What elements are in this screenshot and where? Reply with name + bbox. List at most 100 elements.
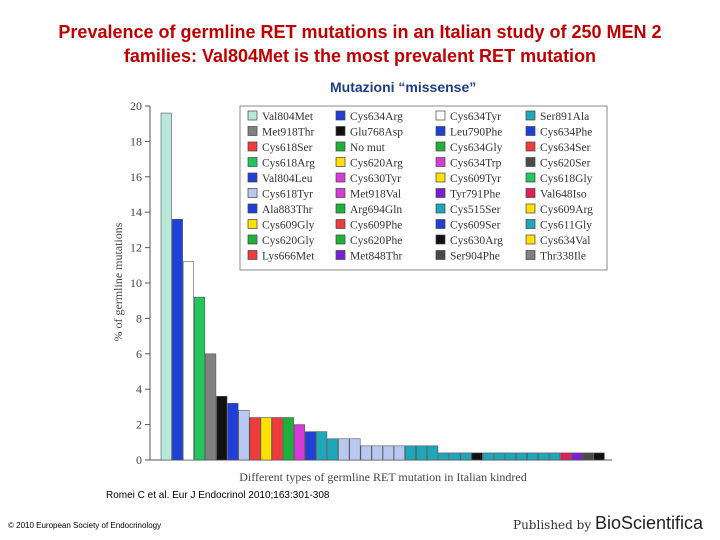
legend-swatch bbox=[335, 234, 346, 245]
legend-label: Met918Thr bbox=[262, 127, 315, 139]
y-axis-label: % of germline mutations bbox=[111, 222, 125, 341]
legend-swatch bbox=[335, 250, 346, 260]
bar-cys620arg bbox=[304, 431, 317, 461]
legend-label: Cys630Arg bbox=[450, 235, 503, 247]
legend-label: Ser891Ala bbox=[540, 111, 589, 123]
legend-swatch bbox=[525, 250, 536, 260]
legend-swatch bbox=[435, 141, 446, 152]
legend-label: Cys634Tyr bbox=[450, 111, 501, 123]
legend-swatch bbox=[247, 110, 258, 121]
legend-swatch bbox=[435, 219, 446, 229]
y-tick-label: 0 bbox=[136, 453, 142, 467]
legend-swatch bbox=[435, 188, 446, 198]
legend-swatch bbox=[525, 126, 536, 136]
bar-cys618ser bbox=[182, 261, 194, 461]
bar-leu790phe bbox=[393, 445, 405, 461]
legend-label: Cys618Ser bbox=[262, 142, 313, 154]
legend-swatch bbox=[335, 188, 346, 198]
bar-cys634ser bbox=[515, 452, 528, 461]
y-tick-label: 14 bbox=[130, 205, 142, 219]
legend-label: Tyr791Phe bbox=[450, 189, 500, 201]
publisher-brand: BioScientifica bbox=[594, 513, 703, 533]
bar-cys634val bbox=[582, 452, 594, 461]
bar-ser904phe bbox=[482, 452, 494, 461]
legend-swatch bbox=[335, 110, 346, 121]
legend-label: Cys515Ser bbox=[450, 204, 501, 216]
legend-swatch bbox=[247, 141, 258, 152]
legend-label: Cys620Ser bbox=[540, 158, 591, 170]
bar-arg694gln bbox=[338, 438, 350, 461]
y-tick-label: 4 bbox=[136, 382, 142, 396]
legend-label: Glu768Asp bbox=[350, 127, 403, 139]
legend-swatch bbox=[335, 203, 346, 214]
publisher-logo: Published by BioScientifica bbox=[513, 513, 703, 534]
bar-met848thr bbox=[371, 445, 383, 461]
legend-swatch bbox=[435, 110, 446, 121]
legend-label: Ala883Thr bbox=[262, 204, 313, 216]
legend-label: Cys609Arg bbox=[540, 204, 593, 216]
citation: Romei C et al. Eur J Endocrinol 2010;163… bbox=[106, 490, 330, 501]
bar-cys634trp bbox=[415, 445, 428, 461]
bar-cys618arg bbox=[194, 296, 206, 461]
legend-swatch bbox=[435, 250, 446, 260]
legend-label: Cys609Tyr bbox=[450, 173, 501, 185]
legend-swatch bbox=[525, 188, 536, 198]
legend-swatch bbox=[525, 110, 536, 121]
legend-swatch bbox=[247, 188, 258, 198]
y-tick-label: 10 bbox=[130, 276, 142, 290]
legend-label: Cys634Gly bbox=[450, 142, 503, 154]
legend-swatch bbox=[525, 157, 536, 167]
publisher-prefix: Published by bbox=[513, 518, 592, 532]
y-tick-label: 6 bbox=[136, 347, 142, 361]
legend-swatch bbox=[435, 157, 446, 167]
x-axis-label: Different types of germline RET mutation… bbox=[239, 470, 526, 484]
legend-swatch bbox=[525, 203, 536, 214]
legend-swatch bbox=[247, 234, 258, 245]
bar-cys634arg bbox=[271, 417, 283, 461]
legend-swatch bbox=[525, 141, 536, 152]
bar-cys609gly bbox=[238, 410, 250, 461]
legend-label: Leu790Phe bbox=[450, 127, 502, 139]
bar-ser891ala bbox=[493, 452, 505, 461]
legend-label: Cys634Trp bbox=[450, 158, 502, 170]
legend-swatch bbox=[247, 203, 258, 214]
legend: Val804Met Met918Thr Cys618Ser Cys618Arg Val8… bbox=[239, 105, 608, 271]
legend-swatch bbox=[525, 172, 536, 183]
legend-label: Ser904Phe bbox=[450, 251, 500, 263]
legend-label: Lys666Met bbox=[262, 251, 315, 263]
bar-cys620phe bbox=[360, 445, 372, 461]
bar-glu768asp bbox=[282, 417, 294, 461]
legend-label: Cys609Phe bbox=[350, 220, 402, 232]
bar-cys618tyr bbox=[216, 395, 228, 461]
y-tick-label: 2 bbox=[136, 418, 142, 432]
slide-title: Prevalence of germline RET mutations in … bbox=[58, 22, 662, 66]
legend-label: Cys618Tyr bbox=[262, 189, 313, 201]
y-tick-label: 18 bbox=[130, 134, 142, 148]
legend-swatch bbox=[435, 172, 446, 183]
bar-cys609phe bbox=[349, 438, 361, 461]
legend-label: Cys620Gly bbox=[262, 235, 315, 247]
legend-swatch bbox=[525, 234, 536, 245]
legend-label: Cys618Gly bbox=[540, 173, 593, 185]
bar-val804leu bbox=[205, 353, 217, 461]
bar-ala883thr bbox=[227, 403, 239, 461]
legend-box bbox=[239, 105, 608, 271]
legend-label: Cys609Ser bbox=[450, 220, 501, 232]
bar-cys609tyr bbox=[427, 445, 439, 461]
legend-label: Cys634Val bbox=[540, 235, 590, 247]
legend-label: Val804Met bbox=[262, 111, 314, 123]
legend-label: Thr338Ile bbox=[540, 251, 586, 263]
legend-label: Cys618Arg bbox=[262, 158, 315, 170]
bar-cys634tyr bbox=[382, 445, 394, 461]
legend-label: Arg694Gln bbox=[350, 204, 402, 216]
y-tick-label: 20 bbox=[130, 99, 142, 113]
bar-lys666met bbox=[260, 417, 272, 461]
legend-label: Cys634Phe bbox=[540, 127, 592, 139]
bar-tyr791phe bbox=[438, 452, 450, 461]
bar-cys620ser bbox=[526, 452, 539, 461]
legend-label: Val648Iso bbox=[540, 189, 587, 201]
bar-cys611gly bbox=[571, 452, 583, 461]
legend-swatch bbox=[435, 234, 446, 245]
bar-met918thr bbox=[171, 218, 183, 461]
